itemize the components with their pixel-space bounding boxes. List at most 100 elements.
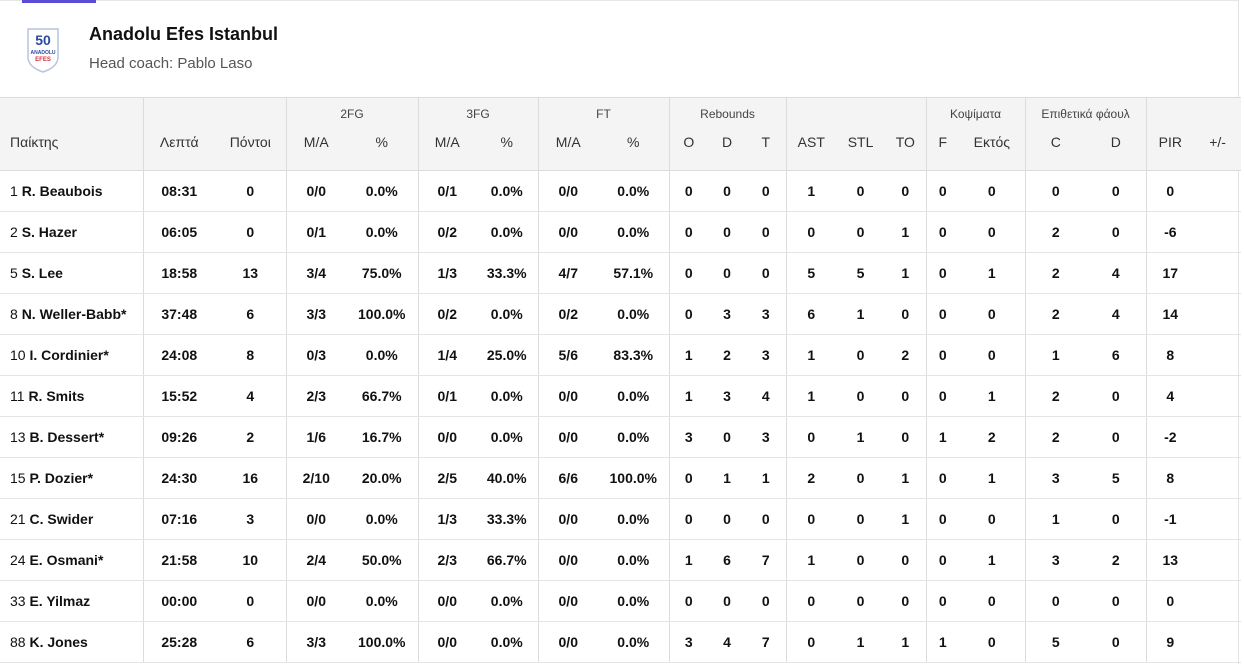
cell-blk-against: 0 [959, 211, 1026, 253]
cell-to: 1 [885, 211, 927, 253]
cell-blk-for: 1 [925, 621, 960, 663]
player-cell[interactable]: 33 E. Yilmaz [0, 580, 143, 622]
cell-blk-for: 0 [925, 211, 960, 253]
cell-blk-for: 0 [925, 498, 960, 540]
cell-plus-minus [1194, 580, 1242, 622]
player-cell[interactable]: 2 S. Hazer [0, 211, 143, 253]
cell-reb-t: 3 [746, 293, 787, 335]
player-name[interactable]: E. Yilmaz [29, 593, 91, 609]
cell-foul-drawn: 4 [1086, 252, 1147, 294]
cell-to: 0 [885, 170, 927, 212]
player-name[interactable]: R. Beaubois [21, 183, 103, 199]
cell-reb-t: 7 [746, 621, 787, 663]
player-cell[interactable]: 15 P. Dozier* [0, 457, 143, 499]
player-cell[interactable]: 88 K. Jones [0, 621, 143, 663]
col-pir[interactable]: PIR [1145, 130, 1195, 171]
col-blk-against[interactable]: Εκτός [959, 130, 1026, 171]
cell-reb-d: 0 [708, 252, 747, 294]
cell-reb-t: 1 [746, 457, 787, 499]
cell-2fg-pct: 100.0% [346, 293, 418, 335]
cell-3fg-pct: 33.3% [476, 252, 538, 294]
col-ast[interactable]: AST [785, 130, 837, 171]
header-column-row: Παίκτης Λεπτά Πόντοι M/A % M/A % M/A % O… [0, 130, 1242, 171]
player-cell[interactable]: 21 C. Swider [0, 498, 143, 540]
cell-minutes: 00:00 [142, 580, 215, 622]
col-stl[interactable]: STL [836, 130, 886, 171]
col-player[interactable]: Παίκτης [0, 130, 143, 171]
player-cell[interactable]: 24 E. Osmani* [0, 539, 143, 581]
col-points[interactable]: Πόντοι [215, 130, 286, 171]
player-cell[interactable]: 11 R. Smits [0, 375, 143, 417]
cell-ft-ma: 0/0 [537, 580, 598, 622]
group-2fg: 2FG [285, 97, 418, 130]
player-number: 2 [10, 224, 18, 240]
col-3fg-pct[interactable]: % [476, 130, 538, 171]
col-ft-pct[interactable]: % [598, 130, 670, 171]
cell-ft-pct: 0.0% [598, 498, 670, 540]
player-name[interactable]: I. Cordinier* [29, 347, 109, 363]
cell-stl: 1 [836, 416, 886, 458]
cell-ft-ma: 0/0 [537, 539, 598, 581]
cell-reb-t: 0 [746, 498, 787, 540]
col-reb-o[interactable]: O [668, 130, 709, 171]
cell-ft-pct: 100.0% [598, 457, 670, 499]
cell-ast: 6 [785, 293, 837, 335]
cell-foul-committed: 2 [1024, 375, 1087, 417]
player-name[interactable]: E. Osmani* [29, 552, 104, 568]
cell-stl: 5 [836, 252, 886, 294]
cell-reb-t: 0 [746, 211, 787, 253]
player-cell[interactable]: 5 S. Lee [0, 252, 143, 294]
col-reb-d[interactable]: D [708, 130, 747, 171]
col-3fg-ma[interactable]: M/A [417, 130, 476, 171]
top-divider [0, 0, 1238, 1]
cell-minutes: 24:30 [142, 457, 215, 499]
player-name[interactable]: P. Dozier* [29, 470, 94, 486]
player-name[interactable]: S. Hazer [21, 224, 77, 240]
col-ft-ma[interactable]: M/A [537, 130, 598, 171]
cell-to: 1 [885, 252, 927, 294]
cell-plus-minus [1194, 621, 1242, 663]
col-minutes[interactable]: Λεπτά [142, 130, 215, 171]
player-cell[interactable]: 10 I. Cordinier* [0, 334, 143, 376]
cell-ft-pct: 0.0% [598, 416, 670, 458]
cell-3fg-pct: 25.0% [476, 334, 538, 376]
cell-points: 0 [215, 170, 286, 212]
col-to[interactable]: TO [885, 130, 927, 171]
cell-to: 0 [885, 293, 927, 335]
player-name[interactable]: R. Smits [28, 388, 85, 404]
head-coach: Head coach: Pablo Laso [89, 55, 253, 72]
cell-ft-pct: 83.3% [598, 334, 670, 376]
col-foul-drawn[interactable]: D [1086, 130, 1147, 171]
col-blk-for[interactable]: F [925, 130, 960, 171]
col-2fg-ma[interactable]: M/A [285, 130, 346, 171]
cell-3fg-pct: 0.0% [476, 170, 538, 212]
player-name[interactable]: C. Swider [29, 511, 94, 527]
group-rebounds: Rebounds [668, 97, 787, 130]
player-name[interactable]: S. Lee [21, 265, 63, 281]
cell-ft-ma: 0/0 [537, 375, 598, 417]
player-number: 8 [10, 306, 18, 322]
cell-ast: 0 [785, 498, 837, 540]
player-name[interactable]: K. Jones [29, 634, 88, 650]
cell-3fg-pct: 0.0% [476, 211, 538, 253]
cell-pir: 8 [1145, 457, 1195, 499]
col-2fg-pct[interactable]: % [346, 130, 418, 171]
col-foul-committed[interactable]: C [1024, 130, 1087, 171]
cell-points: 6 [215, 621, 286, 663]
player-cell[interactable]: 1 R. Beaubois [0, 170, 143, 212]
table-row: 15 P. Dozier* 24:30 16 2/10 20.0% 2/5 40.0% 6/6… [0, 457, 1242, 499]
cell-blk-against: 0 [959, 293, 1026, 335]
cell-2fg-pct: 20.0% [346, 457, 418, 499]
player-cell[interactable]: 13 B. Dessert* [0, 416, 143, 458]
player-name[interactable]: B. Dessert* [29, 429, 105, 445]
col-reb-t[interactable]: T [746, 130, 787, 171]
cell-ast: 5 [785, 252, 837, 294]
player-name[interactable]: N. Weller-Babb* [21, 306, 127, 322]
cell-reb-o: 1 [668, 375, 709, 417]
player-cell[interactable]: 8 N. Weller-Babb* [0, 293, 143, 335]
cell-foul-committed: 2 [1024, 252, 1087, 294]
cell-2fg-pct: 0.0% [346, 211, 418, 253]
cell-stl: 0 [836, 211, 886, 253]
cell-ft-ma: 4/7 [537, 252, 598, 294]
col-plus-minus[interactable]: +/- [1194, 130, 1242, 171]
